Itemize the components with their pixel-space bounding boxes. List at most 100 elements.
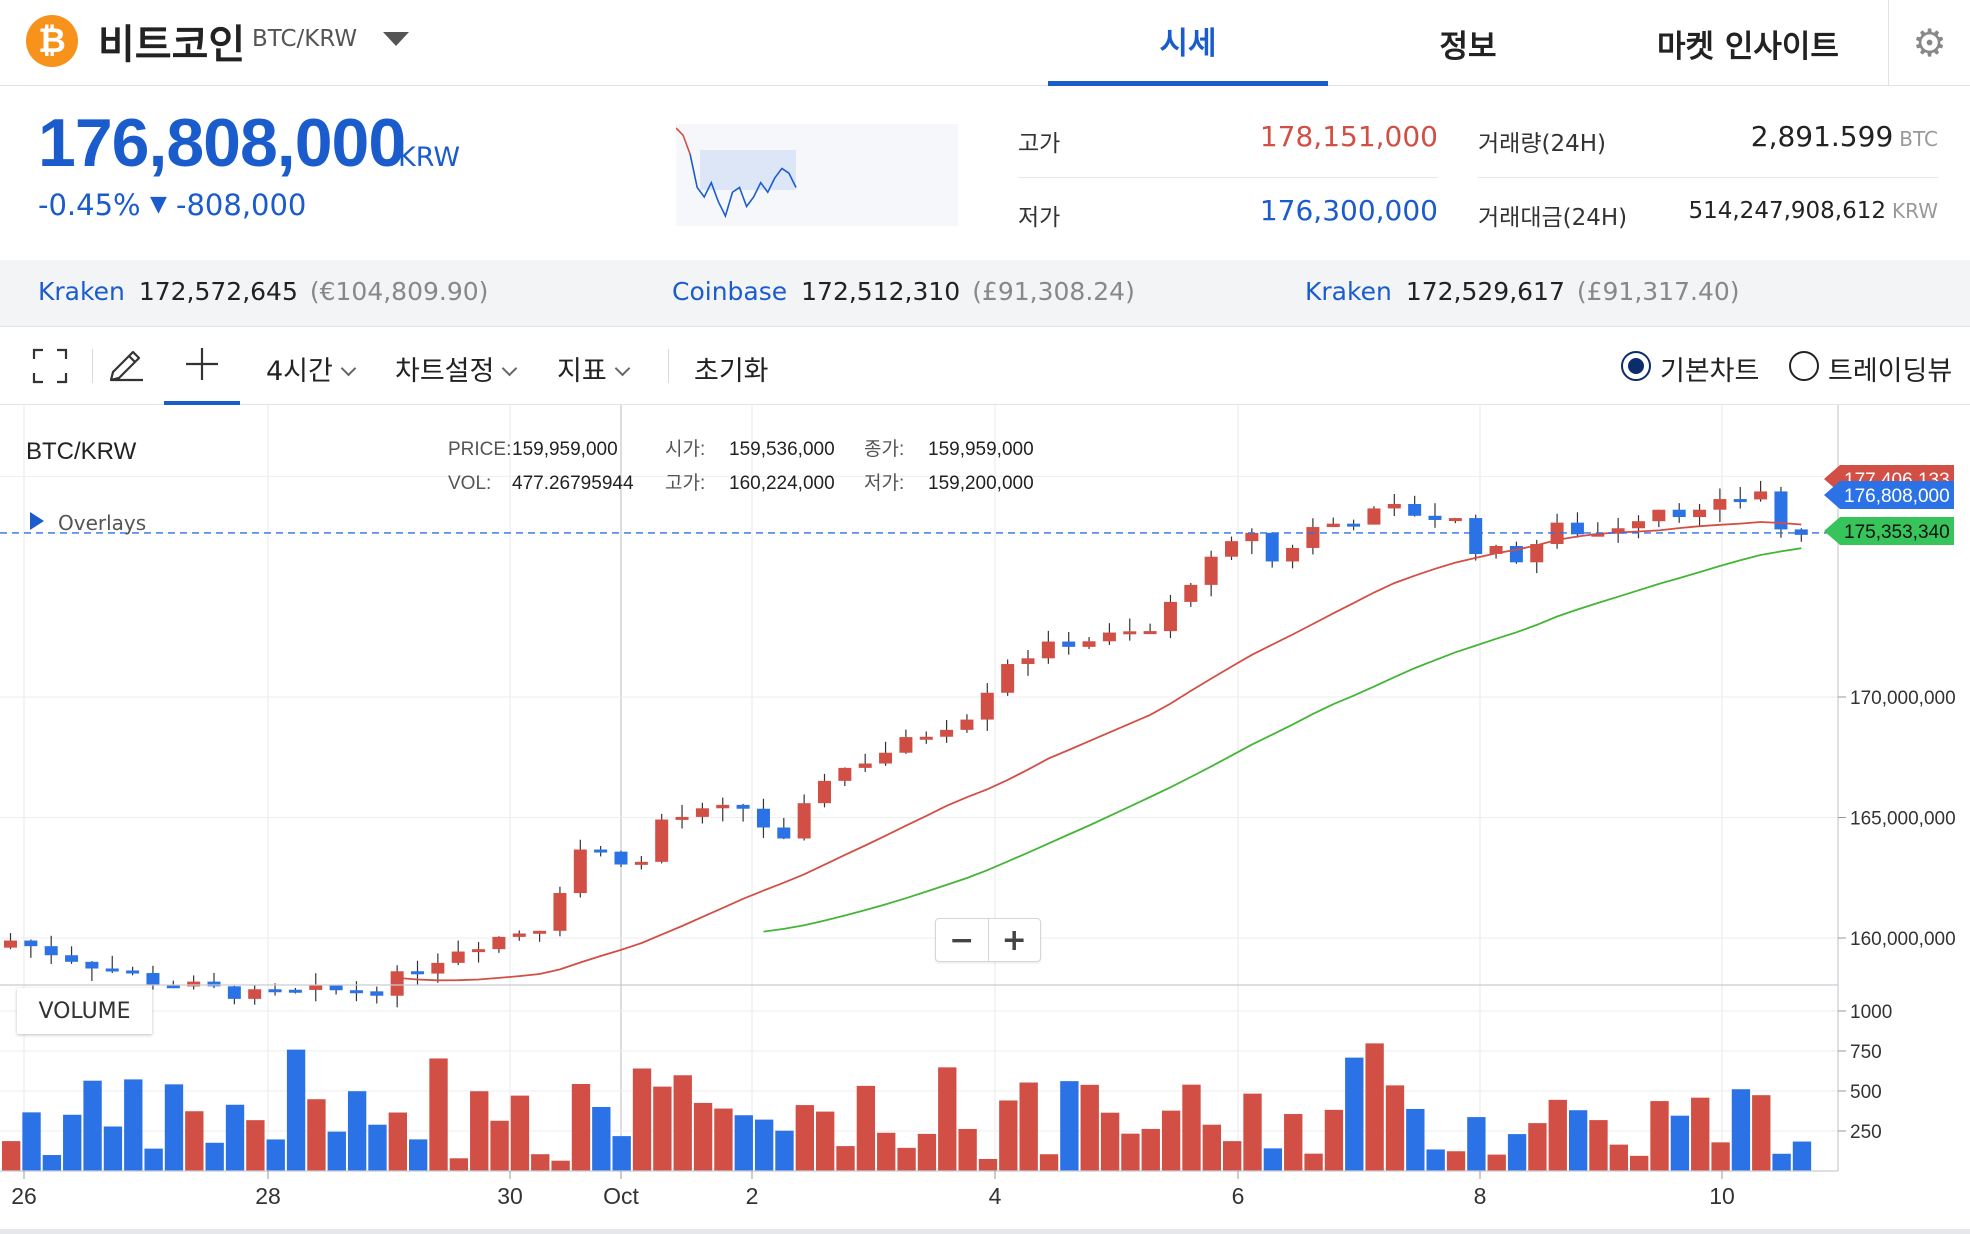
volume-bar: [612, 1136, 631, 1171]
volume-bar: [1385, 1085, 1405, 1171]
price-chart[interactable]: 170,000,000 165,000,000 160,000,000 1000 750…: [0, 405, 1970, 1234]
volume-bar: [632, 1068, 652, 1171]
candle: [349, 981, 363, 1002]
candlestick-chart[interactable]: 170,000,000 165,000,000 160,000,000 1000 750…: [0, 405, 1970, 1234]
x-tick-label: 26: [11, 1183, 37, 1209]
candle: [1062, 631, 1076, 655]
coin-pair[interactable]: BTC/KRW: [252, 26, 358, 52]
volume-bar: [673, 1075, 692, 1171]
indicators-dropdown[interactable]: 지표: [557, 349, 630, 388]
tradingview-label[interactable]: 트레이딩뷰: [1828, 356, 1953, 387]
candle: [411, 960, 424, 986]
basic-chart-label[interactable]: 기본차트: [1660, 356, 1760, 387]
candle: [1245, 528, 1259, 555]
volume-bar: [1284, 1114, 1303, 1171]
volume-bar: [185, 1111, 204, 1171]
x-tick-label: 30: [497, 1183, 523, 1209]
volume-tick-label: 1000: [1850, 1002, 1892, 1023]
exchange-name[interactable]: Coinbase: [672, 277, 788, 306]
volume-bar: [510, 1095, 530, 1171]
volume-bar: [693, 1102, 713, 1171]
chart-toolbar: 4시간 차트설정 지표 초기화 기본차트 트레이딩뷰: [0, 327, 1970, 405]
candle: [533, 930, 547, 942]
candle: [736, 803, 750, 822]
candle: [1408, 495, 1422, 517]
tab-price[interactable]: 시세: [1048, 0, 1328, 86]
volume-bar: [205, 1142, 224, 1171]
volume-bar: [327, 1131, 346, 1171]
volume-bar: [1426, 1149, 1445, 1171]
basic-chart-radio[interactable]: [1621, 351, 1651, 381]
candle: [1428, 503, 1442, 528]
exchange-price-bar: Kraken 172,572,645 (€104,809.90) Coinbase 1…: [0, 260, 1970, 327]
crosshair-icon[interactable]: [164, 327, 240, 405]
chevron-down-icon[interactable]: [383, 32, 409, 46]
pencil-icon[interactable]: [100, 327, 150, 405]
divider: [1478, 177, 1938, 178]
sparkline-up: [676, 127, 691, 155]
candle: [1082, 637, 1096, 649]
candle: [594, 845, 608, 857]
exchange-name[interactable]: Kraken: [1305, 277, 1392, 306]
expand-icon[interactable]: [22, 327, 78, 405]
volume-bar: [1324, 1109, 1344, 1171]
chart-axes: 170,000,000 165,000,000 160,000,000 1000 750…: [0, 405, 1970, 1234]
volume-bar: [1487, 1154, 1506, 1171]
candle: [1550, 513, 1564, 549]
candle: [919, 731, 933, 744]
volume-bar: [1792, 1141, 1812, 1171]
volume-bar: [714, 1108, 733, 1171]
exchange-price: 172,572,645: [138, 277, 298, 306]
volume-bar: [1446, 1151, 1466, 1171]
down-arrow-icon: ▼: [150, 192, 167, 217]
volume-bar: [775, 1130, 794, 1171]
candle: [1184, 583, 1198, 607]
x-tick-label: 8: [1474, 1183, 1487, 1209]
price-tag-label: 176,808,000: [1844, 486, 1950, 507]
exchange-price: 172,512,310: [801, 277, 961, 306]
current-price: 176,808,000: [38, 105, 406, 181]
volume-bar: [1039, 1154, 1059, 1171]
price-tag: 175,353,340: [1824, 517, 1954, 545]
volume-bar: [1202, 1124, 1221, 1171]
candle: [838, 767, 852, 787]
volume-bar: [388, 1112, 407, 1171]
candle: [1021, 650, 1035, 676]
interval-dropdown[interactable]: 4시간: [266, 349, 357, 388]
tab-info[interactable]: 정보: [1439, 28, 1497, 65]
divider: [92, 349, 93, 383]
overlays-toggle[interactable]: Overlays: [58, 511, 146, 535]
exchange-item: Kraken 172,529,617 (£91,317.40): [1305, 277, 1740, 306]
legend-high-label: 고가:: [665, 472, 705, 494]
volume-bar: [144, 1148, 163, 1171]
change-amount: -808,000: [176, 188, 307, 222]
volume-tick-label: 500: [1850, 1082, 1882, 1103]
candle: [818, 773, 831, 808]
volume-bar: [877, 1132, 896, 1171]
divider: [1018, 177, 1438, 178]
zoom-in-button[interactable]: +: [1001, 922, 1027, 958]
zoom-out-button[interactable]: −: [936, 919, 989, 961]
candle: [166, 980, 180, 989]
gear-icon[interactable]: ⚙: [1888, 0, 1970, 86]
volume-bar: [164, 1084, 184, 1171]
reset-button[interactable]: 초기화: [694, 356, 769, 387]
candle: [44, 935, 58, 964]
candle: [472, 942, 486, 963]
triangle-right-icon[interactable]: [30, 512, 44, 530]
candle: [24, 939, 38, 958]
chart-settings-dropdown[interactable]: 차트설정: [395, 349, 518, 388]
exchange-price: 172,529,617: [1405, 277, 1565, 306]
exchange-local-price: (£91,308.24): [972, 277, 1135, 306]
tab-market-insight[interactable]: 마켓 인사이트: [1657, 28, 1839, 65]
tradingview-radio[interactable]: [1789, 351, 1819, 381]
candle: [329, 985, 343, 995]
candle: [207, 972, 221, 989]
bitcoin-icon: ₿: [26, 15, 78, 67]
exchange-name[interactable]: Kraken: [38, 277, 125, 306]
volume-bar: [917, 1133, 937, 1171]
candle: [716, 797, 730, 822]
turnover-24h-label: 거래대금(24H): [1478, 205, 1628, 231]
volume-bar: [225, 1104, 245, 1171]
